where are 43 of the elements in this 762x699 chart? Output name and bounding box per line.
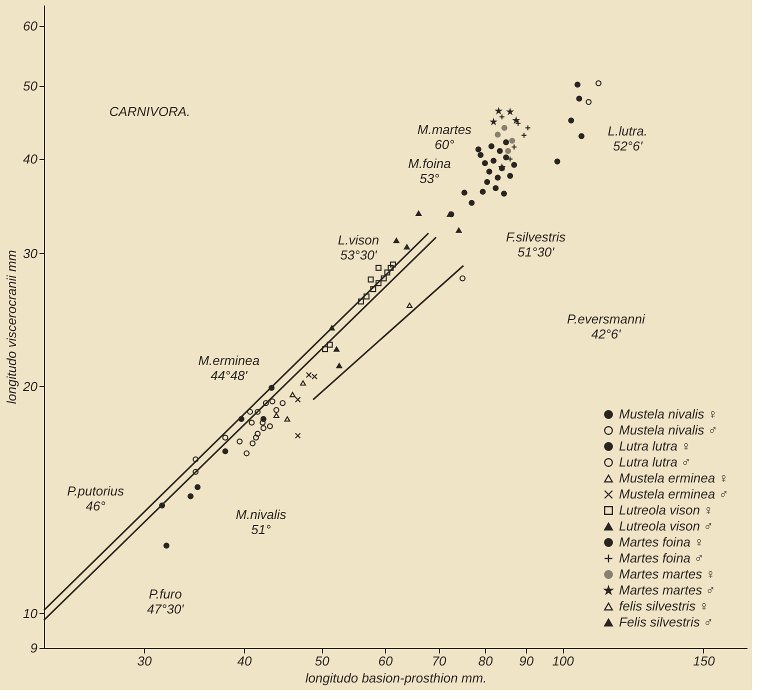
x-axis-title: longitudo basion-prosthion mm. bbox=[305, 670, 487, 686]
annotation: M.erminea 44°48' bbox=[198, 353, 260, 384]
y-tick-label: 30 bbox=[23, 246, 38, 261]
legend-label: Mustela nivalis ♂ bbox=[619, 422, 718, 438]
annotation: P.furo 47°30' bbox=[147, 586, 184, 616]
annotation: L.lutra. 52°6' bbox=[608, 124, 648, 154]
annotation: P.eversmanni 42°6' bbox=[567, 312, 646, 342]
y-tick-label: 40 bbox=[23, 152, 38, 167]
annotation: M.nivalis 51° bbox=[236, 507, 287, 538]
y-tick-label: 60 bbox=[23, 18, 38, 34]
x-tick-label: 60 bbox=[378, 654, 394, 668]
annotation: CARNIVORA. bbox=[109, 104, 190, 119]
legend-label: Mustela erminea ♀ bbox=[619, 470, 728, 486]
legend-label: Lutreola vison ♀ bbox=[619, 502, 714, 518]
legend-label: Felis silvestris ♂ bbox=[619, 614, 714, 630]
y-tick-label: 9 bbox=[30, 640, 38, 656]
x-tick-label: 90 bbox=[519, 654, 534, 668]
x-tick-label: 150 bbox=[693, 654, 716, 668]
y-tick-label: 20 bbox=[22, 378, 38, 394]
annotation: M.foina 53° bbox=[408, 156, 451, 186]
x-tick-label: 100 bbox=[552, 654, 575, 668]
annotation: P.putorius 46° bbox=[67, 484, 125, 514]
legend-label: Mustela erminea ♂ bbox=[619, 486, 728, 502]
x-tick-label: 30 bbox=[137, 654, 152, 668]
annotation: L.vison 53°30' bbox=[338, 232, 380, 262]
legend-label: Lutra lutra ♀ bbox=[619, 438, 691, 454]
legend-label: Martes foina ♀ bbox=[619, 534, 704, 550]
x-tick-label: 70 bbox=[432, 654, 448, 668]
x-tick-label: 80 bbox=[478, 654, 494, 668]
y-tick-label: 10 bbox=[23, 606, 38, 621]
legend-label: Lutra lutra ♂ bbox=[619, 454, 691, 470]
legend-label: Mustela nivalis ♀ bbox=[619, 406, 718, 422]
y-tick-label: 50 bbox=[23, 78, 38, 94]
legend-label: felis silvestris ♀ bbox=[619, 598, 709, 614]
legend-label: Lutreola vison ♂ bbox=[619, 518, 714, 534]
x-tick-label: 40 bbox=[237, 654, 253, 668]
annotation: F.silvestris 51°30' bbox=[506, 229, 566, 260]
legend-label: Martes martes ♂ bbox=[619, 582, 716, 598]
annotation: M.martes 60° bbox=[417, 122, 472, 152]
legend-label: Martes martes ♀ bbox=[619, 566, 716, 582]
y-axis-title: longitudo viscerocranii mm bbox=[4, 250, 20, 404]
x-tick-label: 50 bbox=[314, 654, 330, 668]
legend-label: Martes foina ♂ bbox=[619, 550, 704, 566]
